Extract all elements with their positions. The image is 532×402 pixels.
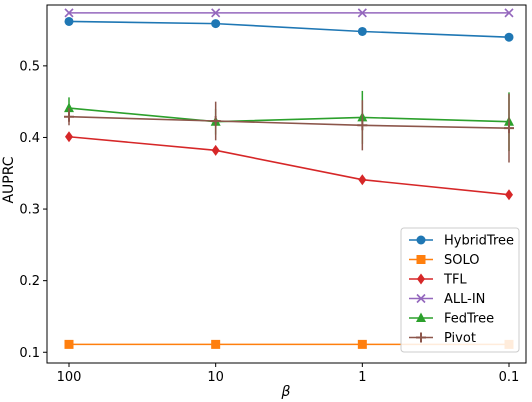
legend-marker — [416, 332, 426, 343]
legend-label: Pivot — [444, 331, 476, 346]
plot-area — [64, 8, 514, 349]
data-point — [358, 174, 367, 186]
x-tick-label: 0.1 — [499, 370, 520, 385]
legend-label: FedTree — [444, 312, 494, 327]
y-tick-label: 0.1 — [19, 346, 40, 361]
data-point — [357, 339, 367, 349]
series-line — [68, 135, 510, 196]
legend-item: FedTree — [409, 312, 494, 327]
x-axis-label: β — [281, 384, 291, 400]
legend-marker — [416, 235, 426, 245]
x-tick-label: 100 — [57, 370, 82, 385]
legend-marker — [416, 312, 426, 322]
legend-item: ALL-IN — [409, 292, 485, 307]
data-point — [357, 8, 367, 18]
data-point — [210, 115, 221, 126]
legend-item: TFL — [409, 273, 467, 288]
legend-marker — [416, 255, 426, 264]
data-point — [505, 189, 513, 201]
series-line — [68, 115, 510, 129]
legend-marker — [416, 293, 426, 304]
legend-item: HybridTree — [409, 234, 514, 249]
x-tick-label: 1 — [358, 370, 366, 385]
data-point — [504, 8, 514, 18]
series-line — [68, 107, 510, 123]
data-point — [357, 26, 367, 36]
legend: HybridTree SOLO TFL ALL-IN FedTree Pivot — [400, 227, 520, 353]
data-point — [65, 131, 73, 143]
x-tick-label: 10 — [207, 370, 224, 385]
series-hybridtree — [64, 16, 514, 42]
y-tick-label: 0.3 — [19, 203, 40, 218]
data-point — [64, 111, 74, 122]
y-tick-label: 0.4 — [19, 131, 40, 146]
series-tfl — [65, 131, 513, 201]
axes: 0.1 0.2 0.3 0.4 0.5 100 10 1 0.1 — [19, 59, 519, 385]
data-point — [211, 19, 221, 29]
data-point — [211, 144, 220, 156]
series-line — [68, 20, 510, 39]
legend-item: Pivot — [409, 331, 476, 346]
y-tick-label: 0.2 — [19, 274, 40, 289]
plot-frame — [46, 4, 527, 364]
data-point — [504, 32, 514, 42]
legend-item: SOLO — [409, 253, 480, 268]
data-point — [64, 102, 74, 113]
data-point — [64, 16, 74, 26]
data-point — [211, 339, 221, 349]
legend-label: HybridTree — [444, 234, 514, 249]
data-point — [504, 123, 514, 134]
y-tick-label: 0.5 — [19, 59, 40, 74]
legend-label: SOLO — [444, 253, 480, 268]
y-axis-label: AUPRC — [1, 156, 17, 203]
series-all-in — [64, 8, 514, 18]
data-point — [211, 8, 221, 18]
data-point — [357, 120, 368, 131]
legend-label: ALL-IN — [444, 292, 485, 307]
data-point — [64, 339, 74, 349]
series-pivot — [64, 93, 514, 163]
legend-label: TFL — [443, 273, 467, 288]
legend-marker — [417, 273, 425, 285]
data-point — [64, 8, 74, 18]
